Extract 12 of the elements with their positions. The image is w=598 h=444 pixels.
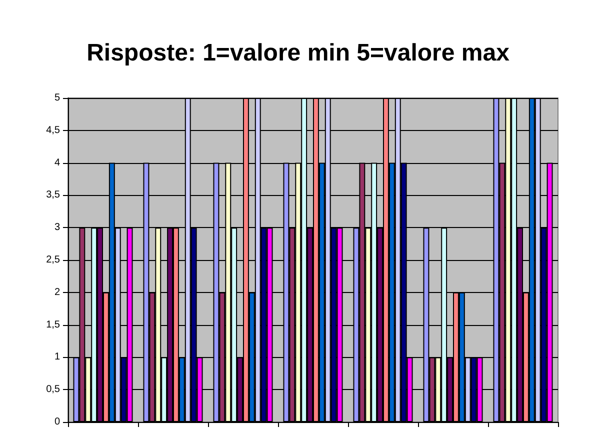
y-tick-label: 4 xyxy=(54,157,60,168)
y-tick-label: 3,5 xyxy=(46,190,60,201)
y-tick-label: 1 xyxy=(54,352,60,363)
y-tick-label: 4,5 xyxy=(46,124,60,136)
y-tick-label: 5 xyxy=(54,92,60,104)
y-tick-label: 1,5 xyxy=(46,319,60,330)
y-tick-label: 2,5 xyxy=(46,254,60,266)
chart-title: Risposte: 1=valore min 5=valore max xyxy=(86,40,510,66)
y-tick-label: 0,5 xyxy=(46,384,60,396)
y-tick-label: 3 xyxy=(54,222,60,234)
y-tick-label: 2 xyxy=(54,286,60,298)
y-tick-label: 0 xyxy=(54,416,60,428)
